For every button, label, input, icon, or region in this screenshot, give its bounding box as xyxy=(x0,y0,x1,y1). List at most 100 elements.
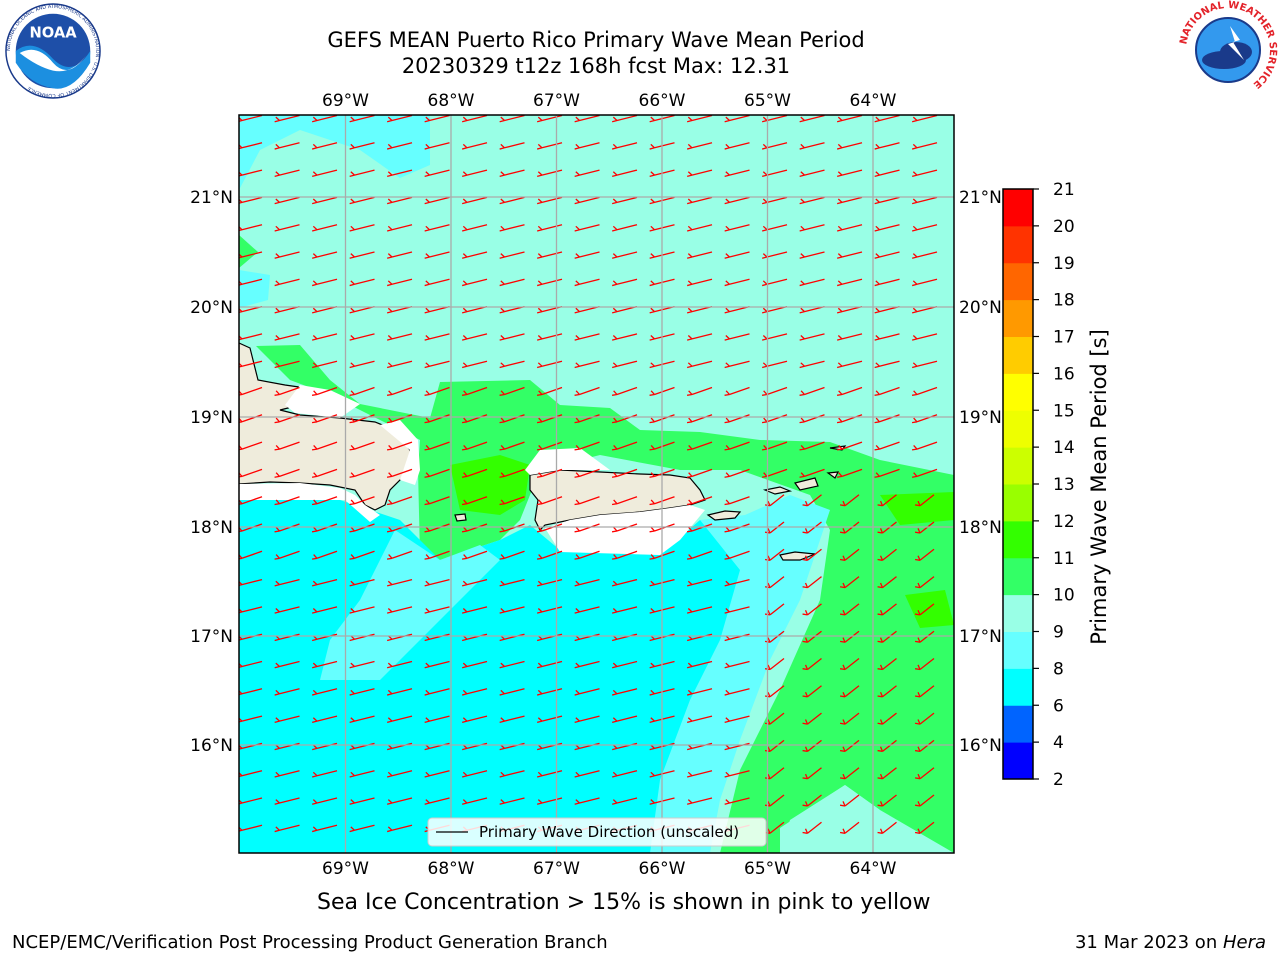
wave-arrow xyxy=(424,224,450,232)
lat-label-left: 18°N xyxy=(190,518,233,538)
wave-arrow xyxy=(761,169,788,177)
wave-arrow xyxy=(802,548,822,561)
wave-arrow xyxy=(536,169,563,177)
chart-subtitle: 20230329 t12z 168h fcst Max: 12.31 xyxy=(401,54,791,78)
colorbar-segment xyxy=(1003,447,1033,485)
wave-arrow xyxy=(274,333,300,341)
colorbar-segment xyxy=(1003,373,1033,411)
wave-arrow xyxy=(911,224,938,232)
wave-arrow xyxy=(386,115,413,123)
no-data-area xyxy=(380,420,420,485)
wave-arrow xyxy=(499,550,525,560)
wave-arrow xyxy=(274,797,300,805)
wave-arrow xyxy=(649,770,675,778)
wave-arrow xyxy=(461,660,488,669)
wave-arrow xyxy=(424,360,450,369)
wave-arrow xyxy=(874,441,900,451)
wave-arrow xyxy=(874,333,900,341)
wave-arrow xyxy=(836,196,863,205)
wave-arrow xyxy=(724,224,750,232)
wave-arrow xyxy=(724,606,750,614)
wave-arrow xyxy=(877,767,897,780)
wave-arrow xyxy=(499,660,525,669)
lon-label-top: 64°W xyxy=(850,91,897,111)
wave-arrow xyxy=(386,142,413,150)
wave-arrow xyxy=(499,360,525,369)
wave-arrow xyxy=(461,386,488,396)
wave-arrow xyxy=(274,196,300,205)
wave-arrow xyxy=(461,770,488,778)
wave-arrow xyxy=(461,169,488,177)
colorbar-tick-label: 8 xyxy=(1053,659,1064,679)
wave-arrow xyxy=(461,251,488,259)
wave-period-fill-12-13 xyxy=(450,455,530,515)
wave-arrow xyxy=(686,578,713,587)
wave-arrow xyxy=(724,278,750,287)
wave-arrow xyxy=(724,360,750,369)
wave-arrow xyxy=(686,770,713,778)
wave-arrow xyxy=(536,688,563,696)
wave-arrow xyxy=(311,115,338,123)
wave-arrow xyxy=(724,333,750,341)
wave-arrow xyxy=(877,630,897,643)
colorbar-tick-label: 17 xyxy=(1053,328,1075,348)
wave-arrow xyxy=(649,688,675,696)
wave-arrow xyxy=(461,360,488,369)
wave-arrow xyxy=(311,824,338,833)
lon-label-bottom: 66°W xyxy=(639,859,686,879)
wave-arrow xyxy=(349,360,375,369)
wave-arrow xyxy=(499,142,525,150)
wave-arrow xyxy=(499,169,525,177)
wave-arrow xyxy=(761,468,788,478)
wave-arrow xyxy=(874,142,900,150)
wave-arrow xyxy=(914,712,935,725)
wave-arrow xyxy=(349,386,375,396)
colorbar-tick-label: 9 xyxy=(1053,623,1064,643)
footer-date: 31 Mar 2023 on xyxy=(1074,932,1223,953)
wave-arrow xyxy=(424,414,450,424)
wave-arrow xyxy=(349,414,375,424)
nws-logo: NATIONAL WEATHER SERVICE xyxy=(1178,0,1278,98)
wave-arrow xyxy=(761,386,788,396)
wave-arrow xyxy=(686,251,713,259)
wave-arrow xyxy=(914,739,935,753)
wave-arrow xyxy=(499,224,525,232)
wave-arrow xyxy=(911,441,938,451)
colorbar-tick-label: 6 xyxy=(1053,696,1064,716)
wave-arrow xyxy=(611,278,638,287)
lon-label-bottom: 65°W xyxy=(744,859,791,879)
wave-arrow xyxy=(839,576,860,589)
wave-arrow xyxy=(499,688,525,696)
wave-arrow xyxy=(877,657,897,671)
wave-arrow xyxy=(274,770,300,778)
wave-arrow xyxy=(311,606,338,614)
wave-arrow xyxy=(836,278,863,287)
lat-label-left: 17°N xyxy=(190,627,233,647)
wave-arrow xyxy=(649,441,675,451)
wave-arrow xyxy=(874,115,900,123)
colorbar-tick-label: 2 xyxy=(1053,770,1064,790)
wave-arrow xyxy=(499,386,525,396)
wave-arrow xyxy=(874,224,900,232)
wave-arrow xyxy=(311,169,338,177)
wave-arrow xyxy=(461,550,488,560)
wave-arrow xyxy=(649,360,675,369)
wave-arrow xyxy=(536,797,563,805)
wave-arrow xyxy=(724,115,750,123)
wave-arrow xyxy=(802,685,822,698)
wave-period-fill-11-12 xyxy=(239,235,258,268)
lon-labels-top: 69°W 68°W 67°W 66°W 65°W 64°W xyxy=(322,91,897,111)
colorbar-segment xyxy=(1003,705,1033,743)
wave-arrow xyxy=(536,414,563,424)
wave-arrow xyxy=(274,660,300,669)
wave-arrow xyxy=(874,196,900,205)
wave-arrow xyxy=(686,224,713,232)
wave-arrow xyxy=(386,496,413,506)
colorbar-tick-label: 12 xyxy=(1053,512,1075,532)
wave-arrow xyxy=(386,770,413,778)
wave-arrow xyxy=(349,715,375,723)
wave-arrow xyxy=(911,360,938,369)
wave-arrow xyxy=(611,169,638,177)
colorbar-segment xyxy=(1003,189,1033,227)
colorbar-segment xyxy=(1003,336,1033,374)
